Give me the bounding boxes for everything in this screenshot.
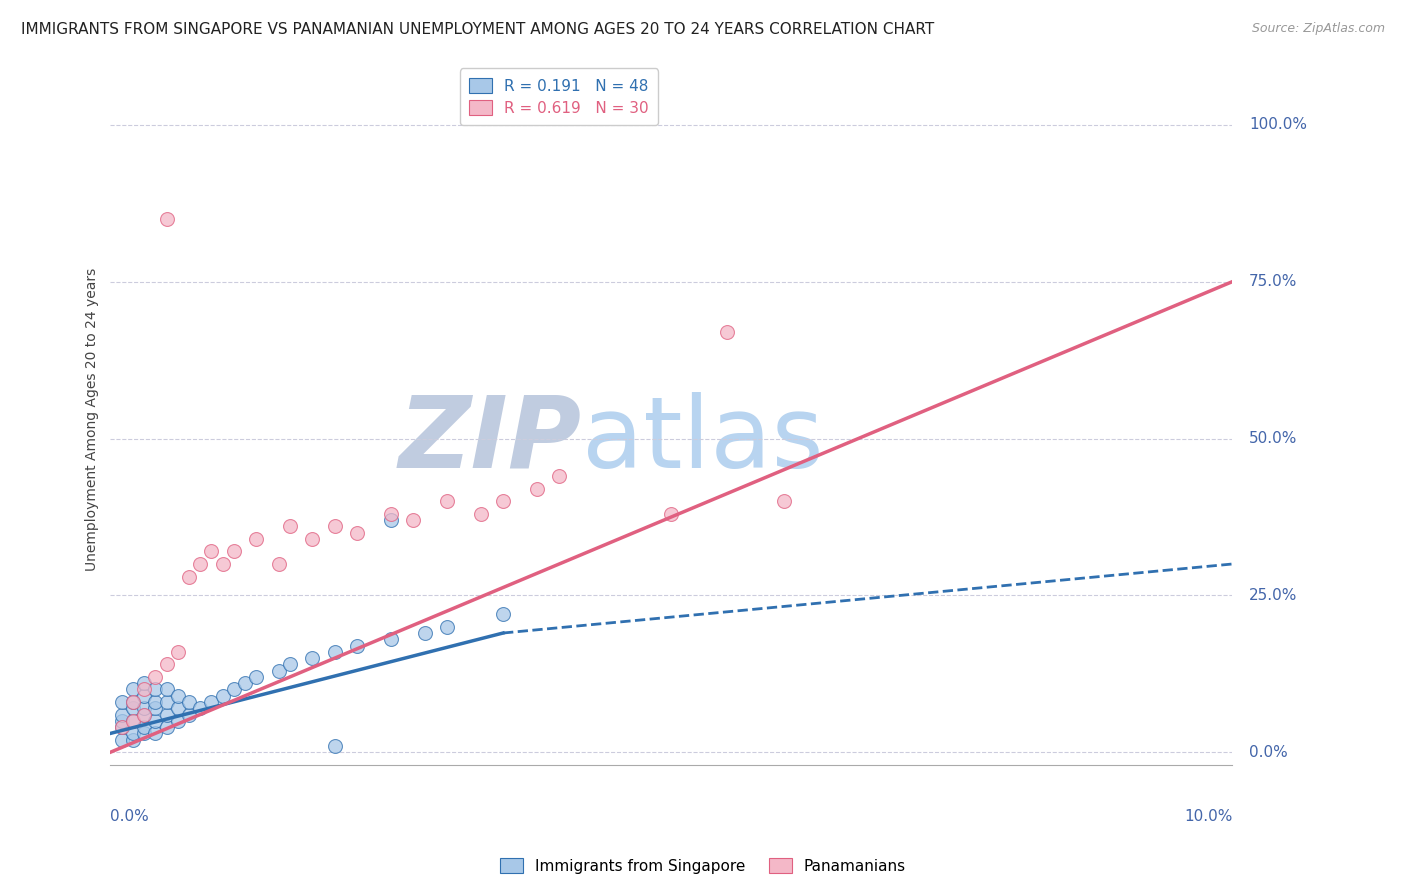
Point [155,720,177,734]
Point [211,689,233,703]
Point [166,689,188,703]
Point [121,695,143,709]
Point [121,701,143,715]
Point [132,682,155,697]
Point [111,714,134,728]
Point [132,726,155,740]
Point [659,507,682,521]
Point [111,695,134,709]
Text: 0.0%: 0.0% [1249,745,1288,760]
Point [402,513,425,527]
Point [526,482,548,496]
Point [346,639,368,653]
Point [121,682,143,697]
Point [177,707,200,722]
Text: 50.0%: 50.0% [1249,431,1298,446]
Text: ZIP: ZIP [399,392,582,489]
Text: 10.0%: 10.0% [1184,809,1232,823]
Legend: R = 0.191   N = 48, R = 0.619   N = 30: R = 0.191 N = 48, R = 0.619 N = 30 [460,69,658,125]
Point [245,532,267,546]
Point [132,676,155,690]
Point [436,494,458,508]
Point [143,714,166,728]
Point [188,557,211,571]
Point [245,670,267,684]
Point [470,507,492,521]
Point [166,701,188,715]
Point [166,645,188,659]
Point [132,707,155,722]
Point [200,544,222,558]
Point [301,532,323,546]
Point [155,682,177,697]
Point [121,714,143,728]
Point [111,707,134,722]
Point [222,682,245,697]
Point [121,714,143,728]
Point [143,682,166,697]
Point [716,325,738,339]
Point [132,720,155,734]
Point [492,607,515,622]
Point [177,695,200,709]
Point [301,651,323,665]
Point [346,525,368,540]
Text: atlas: atlas [582,392,824,489]
Point [548,469,571,483]
Point [166,714,188,728]
Point [188,701,211,715]
Point [121,695,143,709]
Point [111,720,134,734]
Point [143,726,166,740]
Point [211,557,233,571]
Point [143,695,166,709]
Point [492,494,515,508]
Point [380,513,402,527]
Text: 0.0%: 0.0% [111,809,149,823]
Point [278,657,301,672]
Point [155,695,177,709]
Point [380,507,402,521]
Text: IMMIGRANTS FROM SINGAPORE VS PANAMANIAN UNEMPLOYMENT AMONG AGES 20 TO 24 YEARS C: IMMIGRANTS FROM SINGAPORE VS PANAMANIAN … [21,22,935,37]
Text: 25.0%: 25.0% [1249,588,1298,603]
Point [143,701,166,715]
Point [267,664,290,678]
Point [177,569,200,583]
Point [413,626,436,640]
Point [121,732,143,747]
Text: 75.0%: 75.0% [1249,274,1298,289]
Text: Source: ZipAtlas.com: Source: ZipAtlas.com [1251,22,1385,36]
Point [267,557,290,571]
Point [380,632,402,647]
Point [323,739,346,753]
Point [121,726,143,740]
Point [278,519,301,533]
Point [200,695,222,709]
Point [222,544,245,558]
Point [111,720,134,734]
Point [436,620,458,634]
Point [111,732,134,747]
Point [772,494,794,508]
Text: 100.0%: 100.0% [1249,118,1308,132]
Point [323,519,346,533]
Y-axis label: Unemployment Among Ages 20 to 24 years: Unemployment Among Ages 20 to 24 years [86,268,100,571]
Point [323,645,346,659]
Point [155,211,177,226]
Point [155,707,177,722]
Point [132,707,155,722]
Point [132,689,155,703]
Point [155,657,177,672]
Point [233,676,256,690]
Point [143,670,166,684]
Legend: Immigrants from Singapore, Panamanians: Immigrants from Singapore, Panamanians [494,852,912,880]
Point [132,701,155,715]
